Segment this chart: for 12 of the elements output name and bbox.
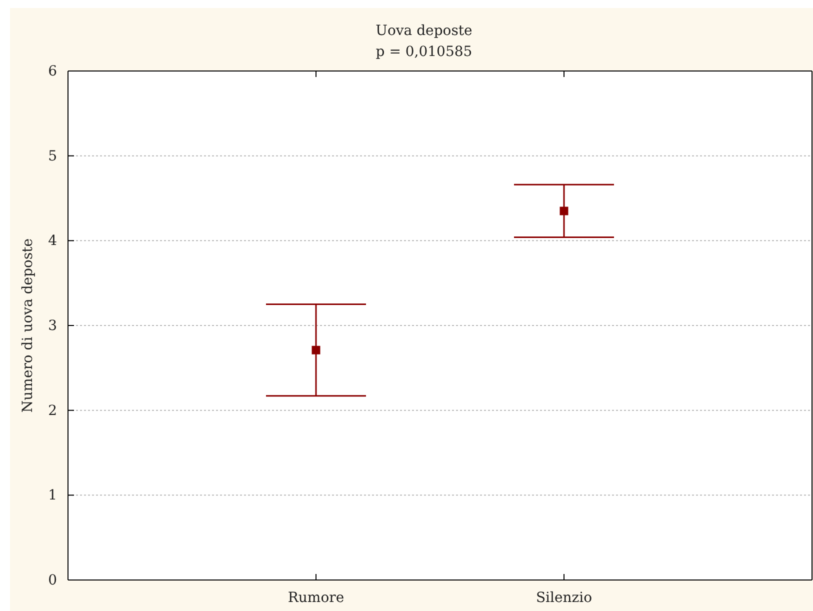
y-tick-label: 3 <box>48 318 57 334</box>
y-axis-title: Numero di uova deposte <box>20 238 36 413</box>
y-tick-label: 0 <box>48 572 57 588</box>
y-tick-label: 6 <box>48 63 58 80</box>
y-tick-label: 2 <box>48 402 57 419</box>
chart-title: Uova deposte <box>376 23 472 39</box>
y-tick-label: 5 <box>48 148 57 164</box>
x-tick-label: Rumore <box>288 590 344 606</box>
y-tick-label: 1 <box>48 488 57 504</box>
chart-subtitle: p = 0,010585 <box>376 44 472 60</box>
x-tick-label: Silenzio <box>536 590 592 606</box>
y-tick-label: 4 <box>48 233 58 250</box>
